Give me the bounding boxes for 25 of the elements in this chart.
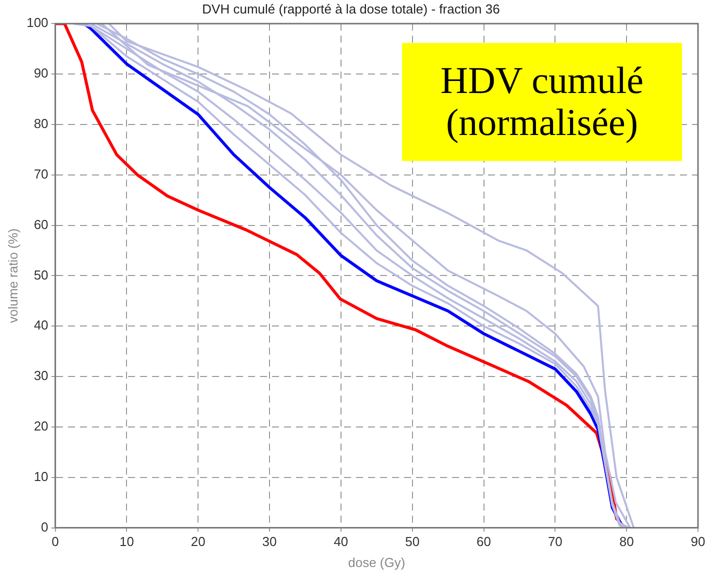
y-tick-label: 20 (34, 418, 48, 434)
y-axis-title: volume ratio (%) (5, 228, 20, 324)
y-tick-label: 50 (34, 267, 48, 282)
x-tick-label: 90 (690, 534, 706, 550)
x-tick-label: 60 (476, 534, 491, 550)
x-tick-label: 30 (262, 534, 277, 550)
x-tick-label: 10 (119, 534, 134, 550)
x-tick-label: 0 (52, 534, 59, 550)
x-tick-label: 50 (405, 534, 420, 550)
y-tick-label: 100 (26, 15, 48, 30)
annotation: HDV cumulé (normalisée) (402, 43, 682, 161)
x-tick-label: 70 (548, 534, 562, 550)
y-tick-label: 70 (34, 166, 48, 182)
x-tick-label: 20 (190, 534, 206, 550)
x-axis-title: dose (Gy) (348, 554, 406, 570)
x-tick-label: 40 (334, 534, 348, 550)
y-tick-label: 30 (34, 368, 48, 384)
x-tick-label: 80 (619, 534, 634, 550)
chart-title: DVH cumulé (rapporté à la dose totale) - fraction 36 (202, 1, 500, 16)
y-tick-label: 40 (34, 318, 48, 333)
y-tick-label: 10 (34, 468, 48, 484)
y-tick-label: 0 (41, 519, 48, 534)
y-tick-label: 60 (34, 216, 48, 232)
y-tick-label: 80 (34, 116, 48, 132)
y-tick-label: 90 (34, 66, 48, 81)
